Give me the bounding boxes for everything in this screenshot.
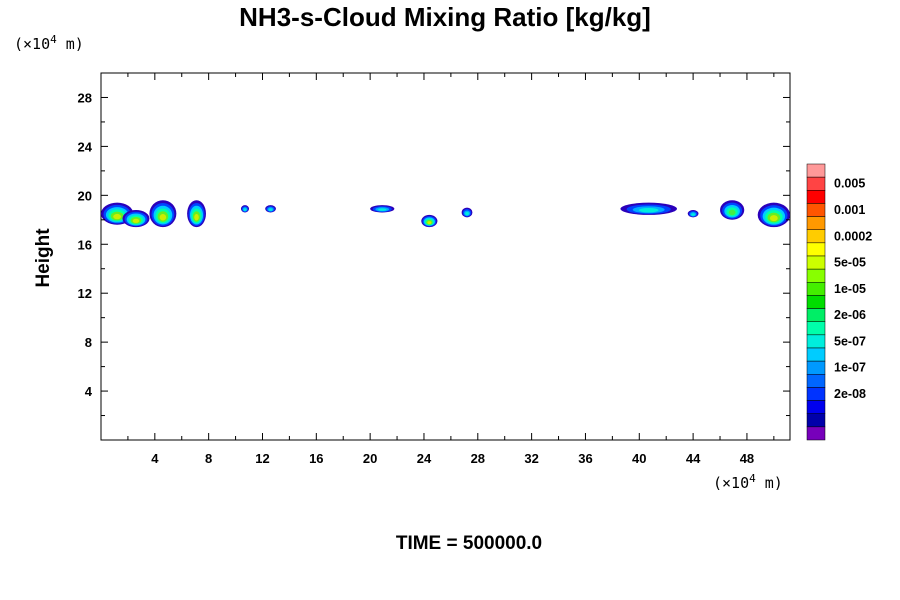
colorbar-swatch bbox=[806, 216, 826, 230]
cloud-patch bbox=[122, 210, 150, 228]
colorbar-label: 5e-05 bbox=[834, 256, 866, 270]
cloud-contour bbox=[268, 208, 273, 211]
y-tick-label: 8 bbox=[85, 335, 92, 350]
colorbar-swatch bbox=[806, 400, 826, 414]
x-tick-label: 12 bbox=[255, 451, 269, 466]
x-tick-label: 44 bbox=[686, 451, 701, 466]
y-tick-label: 16 bbox=[78, 237, 92, 252]
colorbar-label: 0.005 bbox=[834, 177, 865, 191]
colorbar-label: 1e-05 bbox=[834, 282, 866, 296]
y-tick-label: 24 bbox=[78, 139, 93, 154]
cloud-patch bbox=[720, 200, 745, 220]
colorbar-swatch bbox=[806, 268, 826, 283]
x-tick-label: 48 bbox=[740, 451, 754, 466]
y-ticks: 4 8 12 16 20 24 28 bbox=[78, 90, 790, 417]
colorbar-label: 2e-08 bbox=[834, 387, 866, 401]
colorbar-swatch bbox=[806, 334, 826, 349]
cloud-contour bbox=[113, 213, 122, 220]
chart-title: NH3-s-Cloud Mixing Ratio [kg/kg] bbox=[239, 2, 651, 32]
colorbar-label: 5e-07 bbox=[834, 334, 866, 348]
x-tick-label: 20 bbox=[363, 451, 377, 466]
y-tick-label: 28 bbox=[78, 90, 92, 105]
colorbar: 0.005 0.001 0.0002 5e-05 1e-05 2e-06 5e-07 1e-0… bbox=[806, 163, 872, 441]
plot-frame bbox=[100, 72, 791, 441]
colorbar-swatch bbox=[806, 308, 826, 322]
y-tick-label: 4 bbox=[85, 384, 93, 399]
cloud-patch bbox=[240, 205, 250, 213]
colorbar-label: 0.001 bbox=[834, 203, 865, 217]
x-tick-label: 28 bbox=[471, 451, 485, 466]
x-tick-label: 40 bbox=[632, 451, 646, 466]
cloud-contour bbox=[427, 221, 432, 225]
colorbar-swatch bbox=[806, 176, 826, 191]
y-unit-label: (×104 m) bbox=[14, 33, 84, 53]
x-tick-label: 16 bbox=[309, 451, 323, 466]
colorbar-swatch bbox=[806, 374, 826, 388]
cloud-patch bbox=[620, 202, 677, 215]
cloud-patch bbox=[461, 207, 473, 218]
cloud-patch bbox=[687, 210, 699, 218]
cloud-contour bbox=[728, 209, 736, 216]
colorbar-swatch bbox=[806, 282, 826, 296]
colorbar-swatch bbox=[806, 387, 826, 401]
cloud-patch bbox=[421, 214, 438, 228]
cloud-patch bbox=[265, 205, 276, 213]
colorbar-swatch bbox=[806, 190, 826, 204]
x-unit-label: (×104 m) bbox=[713, 472, 783, 492]
cloud-contour bbox=[769, 215, 778, 222]
cloud-contour bbox=[691, 213, 695, 216]
cloud-patch bbox=[757, 202, 790, 228]
cloud-layer bbox=[101, 200, 790, 228]
colorbar-swatch bbox=[806, 347, 826, 362]
colorbar-swatch bbox=[806, 203, 826, 217]
colorbar-label: 1e-07 bbox=[834, 361, 866, 375]
colorbar-swatch bbox=[806, 295, 826, 309]
cloud-contour bbox=[159, 213, 167, 221]
time-label: TIME = 500000.0 bbox=[396, 533, 542, 554]
cloud-patch bbox=[370, 205, 395, 213]
colorbar-swatch bbox=[806, 321, 826, 336]
colorbar-swatch bbox=[806, 360, 826, 375]
colorbar-label: 2e-06 bbox=[834, 308, 866, 322]
cloud-contour bbox=[465, 211, 469, 216]
colorbar-swatch bbox=[806, 229, 826, 244]
cloud-contour bbox=[243, 208, 247, 211]
x-tick-label: 8 bbox=[205, 451, 212, 466]
y-axis-label: Height bbox=[33, 228, 54, 288]
x-tick-label: 36 bbox=[578, 451, 592, 466]
colorbar-swatch bbox=[806, 413, 826, 428]
x-tick-label: 24 bbox=[417, 451, 432, 466]
x-ticks: 4 8 12 16 20 24 28 32 36 40 44 48 bbox=[127, 73, 775, 466]
cloud-contour bbox=[378, 208, 387, 211]
colorbar-swatch bbox=[806, 242, 826, 257]
cloud-contour bbox=[194, 213, 199, 221]
cloud-contour bbox=[638, 208, 659, 213]
colorbar-label: 0.0002 bbox=[834, 229, 872, 243]
x-tick-label: 32 bbox=[524, 451, 538, 466]
cloud-patch bbox=[149, 200, 177, 228]
y-tick-label: 12 bbox=[78, 286, 92, 301]
cloud-patch bbox=[187, 200, 206, 228]
x-tick-label: 4 bbox=[151, 451, 159, 466]
colorbar-swatch bbox=[806, 255, 826, 270]
colorbar-swatch bbox=[806, 426, 826, 441]
cloud-contour bbox=[132, 218, 140, 223]
y-tick-label: 20 bbox=[78, 188, 92, 203]
colorbar-swatch bbox=[806, 163, 826, 178]
